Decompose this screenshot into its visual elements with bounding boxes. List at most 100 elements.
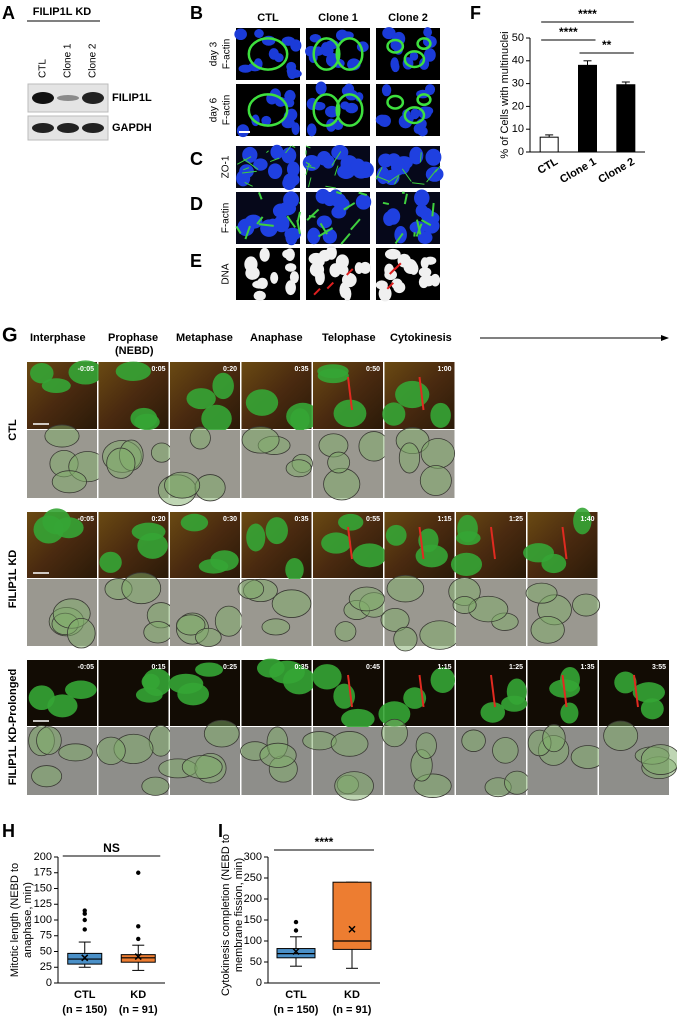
- outlier: [82, 908, 87, 913]
- outlier: [136, 936, 141, 942]
- phase-label: Metaphase: [176, 332, 233, 344]
- chromatin: [131, 522, 166, 541]
- nucleus: [322, 155, 335, 169]
- timestamp: 0:20: [223, 366, 237, 373]
- chromatin: [115, 361, 151, 382]
- panel-letter: A: [2, 3, 15, 23]
- cell-outline: [51, 470, 87, 494]
- y-tick-label: 300: [244, 851, 262, 863]
- nucleus: [284, 227, 301, 241]
- y-tick-label: 40: [512, 55, 524, 67]
- chromatin: [246, 523, 266, 552]
- nucleus: [331, 205, 347, 219]
- chromatin: [560, 702, 579, 724]
- nucleus: [398, 114, 413, 129]
- cell-outline: [121, 572, 162, 605]
- chromatin: [99, 551, 122, 573]
- y-tick-label: 0: [518, 146, 524, 158]
- y-tick-label: 50: [512, 32, 524, 44]
- chromatin: [352, 543, 387, 568]
- row-label: FILIP1L KD-Prolonged: [7, 669, 19, 786]
- nucleus: [302, 154, 321, 171]
- timestamp: 3:55: [652, 664, 666, 671]
- junction: [256, 216, 264, 225]
- phase-label: Prophase: [108, 332, 158, 344]
- chromatin: [180, 513, 209, 532]
- chromatin: [403, 687, 427, 709]
- timestamp: 1:00: [437, 366, 451, 373]
- junction: [243, 158, 259, 170]
- cell-outline: [241, 426, 280, 454]
- junction: [296, 211, 301, 223]
- blot-band: [82, 123, 104, 133]
- cell-outline: [334, 621, 357, 642]
- nucleus: [323, 192, 337, 207]
- nucleus: [315, 81, 327, 95]
- junction: [286, 215, 297, 229]
- panel-letter: E: [190, 251, 202, 271]
- mean-marker: [81, 954, 89, 962]
- cell-outline: [381, 718, 408, 748]
- cell-outline: [398, 442, 421, 474]
- actin-ring: [312, 93, 341, 127]
- junction: [415, 223, 423, 237]
- junction: [434, 165, 441, 173]
- mean-marker: [134, 953, 142, 961]
- actin-ring: [335, 93, 364, 127]
- cell-outline: [348, 586, 385, 612]
- junction: [394, 232, 404, 245]
- nucleus: [270, 144, 284, 160]
- nucleus: [313, 101, 326, 111]
- nucleus: [307, 227, 321, 245]
- chromatin: [395, 380, 430, 409]
- y-tick-label: 175: [34, 867, 52, 879]
- chromatin: [341, 708, 375, 730]
- y-tick-label: 200: [244, 893, 262, 905]
- cell-outline: [358, 431, 390, 462]
- arrow-mark: [326, 281, 335, 290]
- significance-label: NS: [103, 841, 120, 855]
- nucleus: [343, 83, 355, 95]
- mean-marker: [292, 947, 300, 956]
- junction: [350, 218, 361, 231]
- chromatin: [317, 364, 349, 379]
- phase-label: Telophase: [322, 332, 376, 344]
- band-label: FILIP1L: [112, 92, 152, 104]
- outlier: [136, 870, 141, 875]
- cell-outline: [176, 614, 206, 636]
- nucleus: [424, 256, 437, 265]
- junction: [308, 214, 316, 218]
- nucleus: [359, 261, 371, 274]
- chromatin: [134, 413, 160, 431]
- phase-label: Interphase: [30, 332, 86, 344]
- y-tick-label: 75: [40, 930, 52, 942]
- timestamp: 0:35: [294, 516, 308, 523]
- junction: [358, 191, 368, 197]
- timestamp: 1:15: [437, 664, 451, 671]
- y-tick-label: 150: [244, 914, 262, 926]
- junction: [426, 169, 438, 183]
- panel-letter: C: [190, 149, 203, 169]
- phase-note: (NEBD): [115, 345, 154, 357]
- y-tick-label: 100: [34, 914, 52, 926]
- panel-letter: G: [2, 324, 18, 346]
- nucleus: [236, 124, 250, 138]
- chromatin: [382, 402, 406, 426]
- junction: [331, 151, 342, 166]
- arrow-mark: [346, 268, 354, 276]
- chromatin: [195, 662, 224, 677]
- nucleus: [335, 254, 349, 269]
- midbody: [633, 674, 639, 708]
- bar: [539, 136, 559, 153]
- junction: [375, 167, 383, 180]
- timestamp: 1:25: [509, 516, 523, 523]
- midbody: [490, 674, 496, 708]
- nucleus: [421, 275, 435, 287]
- cell-outline: [141, 776, 170, 796]
- bar: [616, 84, 636, 153]
- nucleus: [244, 256, 258, 273]
- nucleus: [306, 123, 317, 137]
- x-tick-label: Clone 2: [596, 156, 636, 186]
- timestamp: 0:20: [151, 516, 165, 523]
- junction: [340, 232, 351, 245]
